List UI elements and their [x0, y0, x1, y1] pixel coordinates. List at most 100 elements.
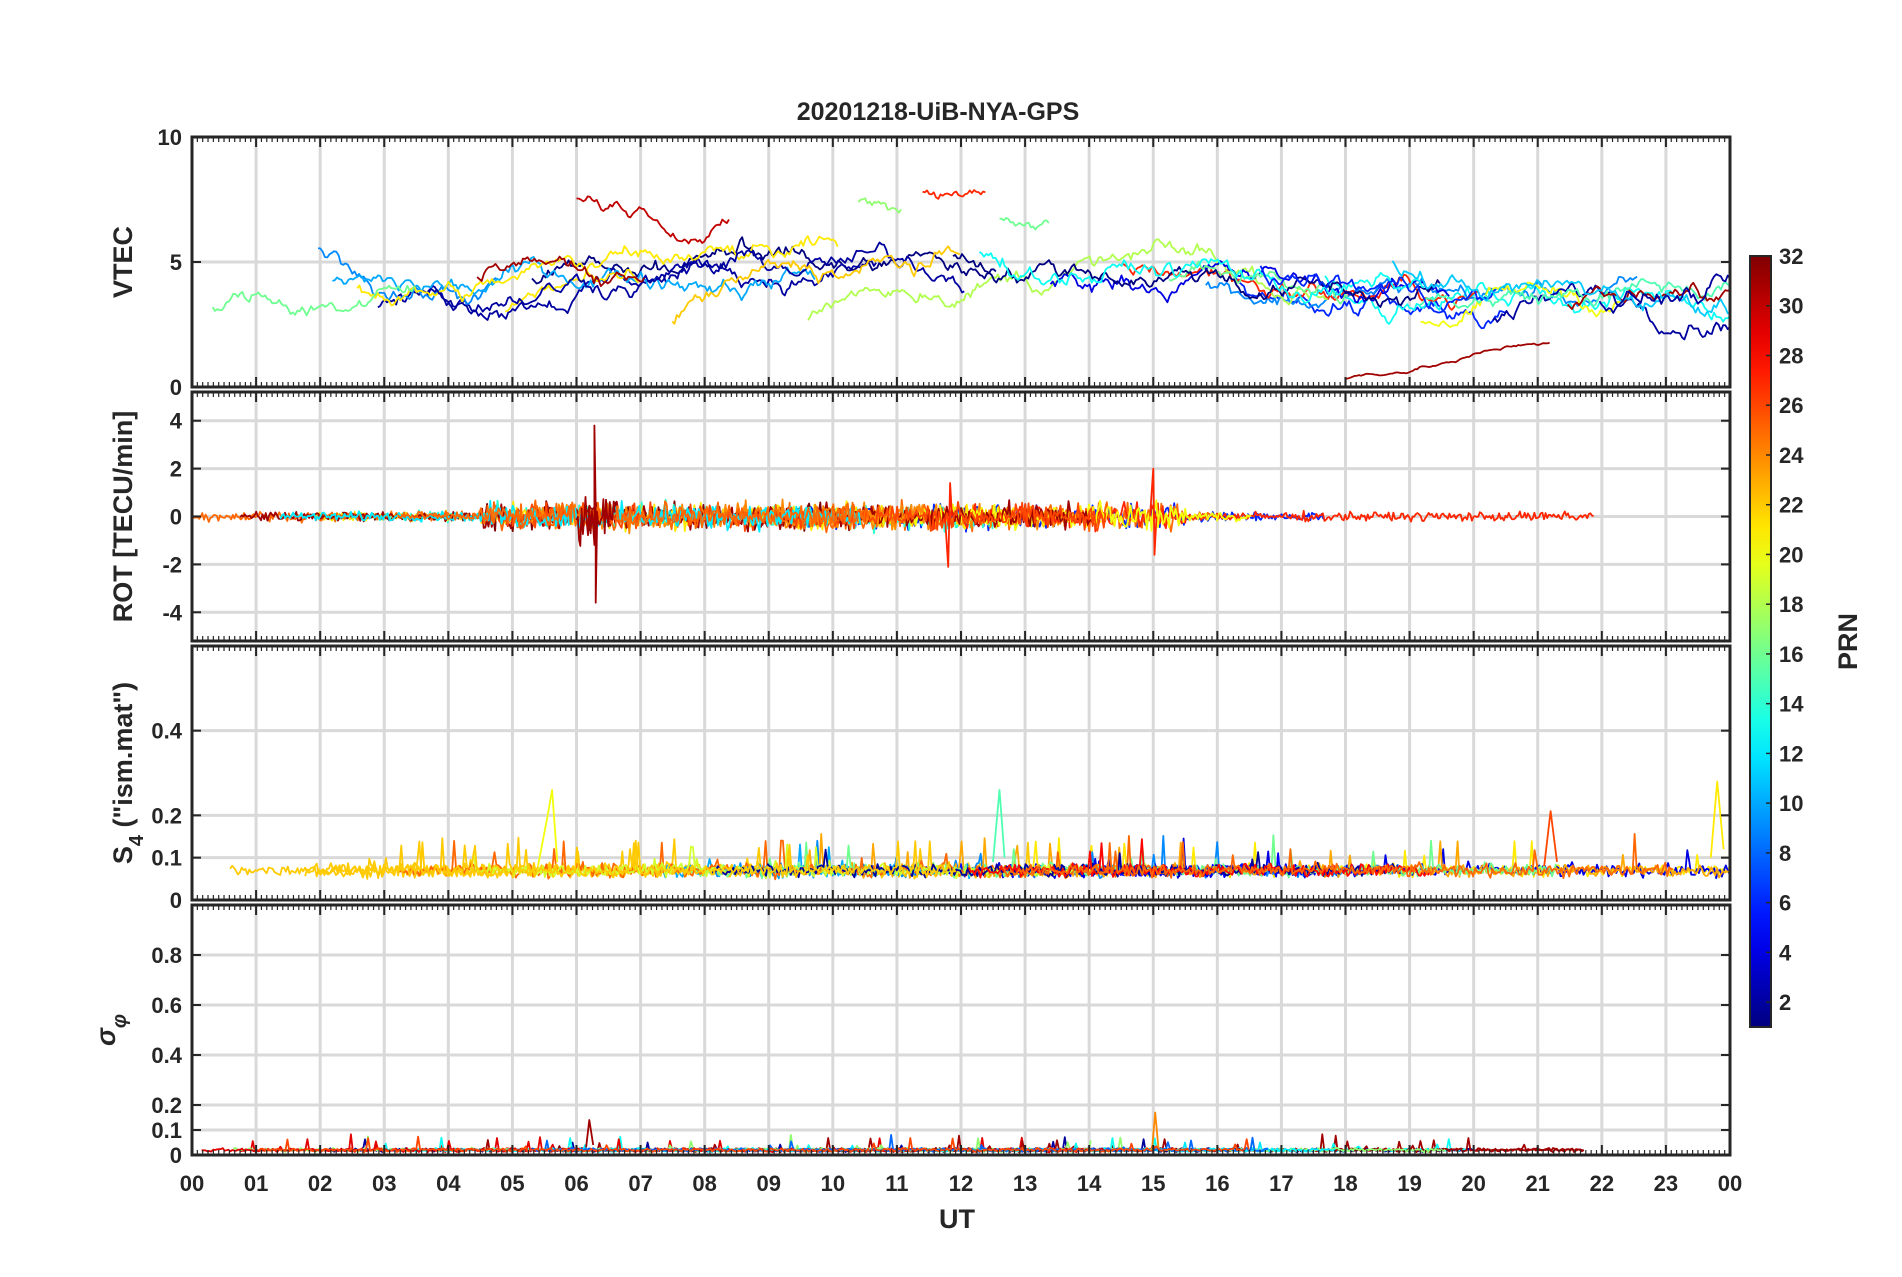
rot-series-line	[1149, 467, 1158, 556]
x-tick-label: 01	[244, 1171, 268, 1196]
colorbar-tick-label: 2	[1779, 990, 1791, 1015]
x-tick-label: 14	[1077, 1171, 1102, 1196]
colorbar-tick-label: 18	[1779, 592, 1803, 617]
x-axis-label: UT	[939, 1204, 975, 1234]
colorbar-tick-label: 10	[1779, 791, 1803, 816]
s4-ylabel-rest: ("ism.mat")	[108, 682, 138, 835]
x-tick-label: 12	[949, 1171, 973, 1196]
vtec-series-line	[857, 197, 902, 214]
sigma-series-line	[585, 1119, 595, 1148]
sigma-ytick-label: 0.1	[151, 1118, 182, 1143]
x-tick-label: 03	[372, 1171, 396, 1196]
sigma-series-group	[201, 1111, 1585, 1154]
rot-ytick-label: 2	[170, 457, 182, 482]
vtec-series-line	[317, 247, 497, 305]
chart-title: 20201218-UiB-NYA-GPS	[797, 98, 1080, 126]
vtec-ytick-label: 10	[158, 125, 182, 150]
x-tick-label: 08	[692, 1171, 716, 1196]
vtec-series-line	[978, 251, 1425, 304]
x-tick-label: 15	[1141, 1171, 1165, 1196]
sigma-series-line	[1151, 1111, 1160, 1151]
vtec-series-line	[531, 236, 997, 285]
rot-ytick-label: 4	[170, 409, 183, 434]
vtec-series-line	[1259, 265, 1497, 314]
x-tick-label: 21	[1526, 1171, 1550, 1196]
colorbar-tick-label: 20	[1779, 542, 1803, 567]
sigma-ylabel-main: σ	[91, 1027, 121, 1046]
x-tick-label: 16	[1205, 1171, 1229, 1196]
colorbar-tick-label: 28	[1779, 343, 1803, 368]
x-tick-label: 10	[821, 1171, 845, 1196]
s4-series-line	[320, 837, 957, 880]
x-tick-label: 18	[1333, 1171, 1357, 1196]
x-tick-label: 20	[1461, 1171, 1485, 1196]
vtec-ytick-label: 0	[170, 375, 182, 400]
x-tick-label: 07	[628, 1171, 652, 1196]
colorbar-tick-label: 24	[1779, 443, 1804, 468]
s4-ytick-label: 0.2	[151, 803, 182, 828]
rot-series-line	[944, 482, 953, 568]
vtec-series-line	[1419, 278, 1730, 309]
x-tick-label: 05	[500, 1171, 524, 1196]
rot-series-line	[575, 424, 616, 604]
sigma-ytick-label: 0.6	[151, 993, 182, 1018]
rot-ytick-label: 0	[170, 505, 182, 530]
rot-series-group	[192, 424, 1594, 604]
s4-ylabel: S4 ("ism.mat")	[108, 682, 148, 864]
s4-series-line	[1709, 780, 1725, 858]
x-tick-label: 23	[1654, 1171, 1678, 1196]
x-tick-label: 11	[885, 1171, 908, 1196]
colorbar-tick-label: 32	[1779, 244, 1803, 269]
vtec-series-line	[476, 255, 646, 287]
vtec-series-line	[922, 189, 986, 200]
colorbar-tick-label: 4	[1779, 940, 1792, 965]
sigma-ytick-label: 0.8	[151, 943, 182, 968]
grid-layer	[192, 137, 1730, 1155]
colorbar-tick-label: 6	[1779, 891, 1791, 916]
vtec-series-line	[504, 235, 839, 313]
colorbar-label: PRN	[1833, 613, 1863, 670]
rot-series-line	[927, 501, 1594, 533]
s4-series-line	[1001, 833, 1674, 880]
s4-series-line	[537, 789, 559, 867]
colorbar-frame	[1749, 255, 1772, 1028]
s4-series-line	[1543, 810, 1558, 867]
colorbar-tick-label: 8	[1779, 841, 1791, 866]
s4-ylabel-main: S	[108, 846, 138, 864]
vtec-ylabel: VTEC	[108, 226, 138, 298]
sigma-ytick-label: 0	[170, 1143, 182, 1168]
vtec-series-line	[999, 217, 1050, 231]
vtec-series-line	[1566, 281, 1730, 310]
vtec-series-line	[1168, 260, 1348, 305]
vtec-series-line	[332, 255, 816, 302]
colorbar-tick-label: 30	[1779, 294, 1803, 319]
vtec-series-line	[952, 253, 1441, 308]
vtec-series-line	[1345, 341, 1550, 380]
vtec-series-group	[211, 189, 1730, 380]
vtec-series-line	[1391, 260, 1730, 317]
sigma-series-line	[529, 1134, 1269, 1154]
sigma-ytick-label: 0.4	[151, 1043, 182, 1068]
vtec-series-line	[1598, 273, 1730, 314]
rot-ytick-label: -4	[162, 600, 182, 625]
colorbar-tick-label: 16	[1779, 642, 1803, 667]
x-tick-label: 02	[308, 1171, 332, 1196]
rot-series-line	[396, 499, 870, 532]
x-tick-label: 00	[180, 1171, 204, 1196]
colorbar-tick-label: 26	[1779, 393, 1803, 418]
x-tick-label: 22	[1590, 1171, 1614, 1196]
colorbar-tick-label: 22	[1779, 493, 1803, 518]
colorbar-tick-label: 14	[1779, 692, 1804, 717]
sigma-ylabel-sub: φ	[109, 1014, 131, 1028]
x-tick-label: 06	[564, 1171, 588, 1196]
vtec-series-line	[1205, 275, 1638, 309]
vtec-series-line	[671, 245, 961, 325]
sigma-ylabel: σφ	[91, 1014, 131, 1046]
x-tick-label: 17	[1269, 1171, 1293, 1196]
vtec-series-line	[211, 284, 416, 317]
x-tick-label: 09	[757, 1171, 781, 1196]
